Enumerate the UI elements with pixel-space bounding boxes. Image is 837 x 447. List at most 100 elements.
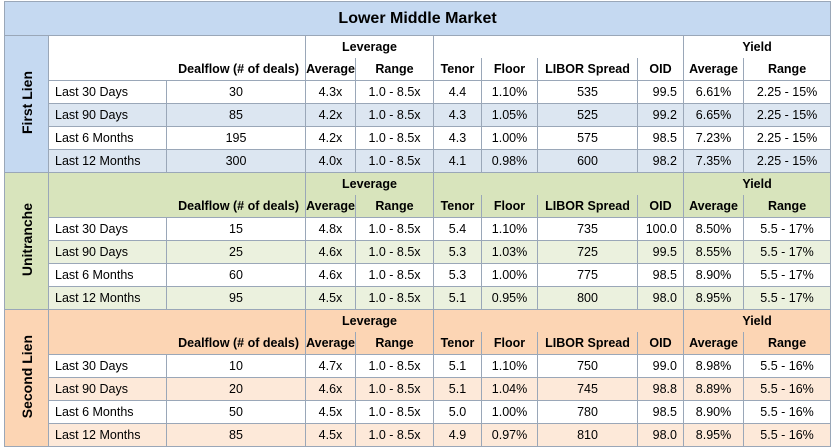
- floor-cell: 1.00%: [481, 263, 538, 287]
- period-cell: Last 12 Months: [48, 149, 167, 173]
- yield-range-header: Range: [742, 194, 832, 218]
- leverage-range-cell: 1.0 - 8.5x: [355, 149, 434, 173]
- yield-range-cell: 2.25 - 15%: [742, 149, 832, 173]
- section-name: First Lien: [18, 70, 35, 134]
- yield-average-cell: 8.90%: [683, 263, 744, 287]
- leverage-range-cell: 1.0 - 8.5x: [355, 423, 434, 447]
- oid-cell: 99.5: [637, 80, 684, 104]
- dealflow-cell: 20: [166, 377, 306, 401]
- floor-cell: 1.00%: [481, 126, 538, 150]
- yield-range-header: Range: [742, 331, 832, 355]
- yield-average-cell: 8.90%: [683, 400, 744, 424]
- leverage-range-header: Range: [355, 57, 434, 81]
- tenor-cell: 5.3: [433, 263, 482, 287]
- first-lien-header-row-top: First Lien Leverage Yield: [4, 35, 832, 173]
- oid-cell: 98.0: [637, 423, 684, 447]
- header-blank: [48, 309, 306, 332]
- period-cell: Last 30 Days: [48, 217, 167, 241]
- tenor-header: Tenor: [433, 57, 482, 81]
- yield-range-header: Range: [742, 57, 832, 81]
- floor-cell: 1.10%: [481, 80, 538, 104]
- oid-cell: 99.2: [637, 103, 684, 127]
- floor-header: Floor: [481, 57, 538, 81]
- second-lien-section-label: Second Lien: [4, 309, 49, 447]
- second-lien-header-row-top: Second Lien Leverage Yield: [4, 309, 832, 447]
- libor-spread-header: LIBOR Spread: [537, 194, 638, 218]
- oid-cell: 100.0: [637, 217, 684, 241]
- oid-header: OID: [637, 57, 684, 81]
- oid-header: OID: [637, 194, 684, 218]
- header-blank: [433, 172, 684, 195]
- leverage-group-header: Leverage: [305, 35, 434, 58]
- leverage-range-header: Range: [355, 194, 434, 218]
- leverage-average-cell: 4.6x: [305, 240, 356, 264]
- yield-average-cell: 8.89%: [683, 377, 744, 401]
- yield-range-cell: 2.25 - 15%: [742, 126, 832, 150]
- libor-spread-cell: 525: [537, 103, 638, 127]
- unitranche-header-row-top: Unitranche Leverage Yield: [4, 172, 832, 310]
- yield-range-cell: 2.25 - 15%: [742, 80, 832, 104]
- floor-cell: 1.10%: [481, 217, 538, 241]
- floor-cell: 0.97%: [481, 423, 538, 447]
- table-row: Last 30 Days 30 4.3x 1.0 - 8.5x 4.4 1.10% 535 9…: [5, 80, 832, 104]
- leverage-average-cell: 4.6x: [305, 263, 356, 287]
- oid-cell: 98.0: [637, 286, 684, 310]
- oid-cell: 98.5: [637, 263, 684, 287]
- period-cell: Last 6 Months: [48, 400, 167, 424]
- leverage-range-cell: 1.0 - 8.5x: [355, 400, 434, 424]
- tenor-cell: 5.0: [433, 400, 482, 424]
- libor-spread-cell: 735: [537, 217, 638, 241]
- table-row: Last 12 Months 300 4.0x 1.0 - 8.5x 4.1 0.98% 6…: [5, 149, 832, 173]
- leverage-average-cell: 4.2x: [305, 103, 356, 127]
- leverage-group-header: Leverage: [305, 172, 434, 195]
- tenor-cell: 4.1: [433, 149, 482, 173]
- tenor-cell: 5.1: [433, 377, 482, 401]
- header-blank: [433, 309, 684, 332]
- yield-average-cell: 6.65%: [683, 103, 744, 127]
- dealflow-cell: 195: [166, 126, 306, 150]
- first-lien-section-label: First Lien: [4, 35, 49, 173]
- period-cell: Last 90 Days: [48, 103, 167, 127]
- yield-average-header: Average: [683, 194, 744, 218]
- leverage-average-cell: 4.0x: [305, 149, 356, 173]
- floor-header: Floor: [481, 331, 538, 355]
- floor-cell: 0.95%: [481, 286, 538, 310]
- floor-cell: 1.04%: [481, 377, 538, 401]
- tenor-cell: 4.4: [433, 80, 482, 104]
- dealflow-cell: 15: [166, 217, 306, 241]
- dealflow-cell: 25: [166, 240, 306, 264]
- leverage-average-cell: 4.5x: [305, 423, 356, 447]
- yield-range-cell: 5.5 - 17%: [742, 286, 832, 310]
- period-cell: Last 90 Days: [48, 240, 167, 264]
- tenor-header: Tenor: [433, 331, 482, 355]
- tenor-cell: 4.9: [433, 423, 482, 447]
- table-row: Last 6 Months 60 4.6x 1.0 - 8.5x 5.3 1.00% 775…: [5, 263, 832, 287]
- period-cell: Last 30 Days: [48, 80, 167, 104]
- leverage-range-cell: 1.0 - 8.5x: [355, 354, 434, 378]
- table-title: Lower Middle Market: [3, 1, 832, 36]
- leverage-average-cell: 4.5x: [305, 400, 356, 424]
- yield-range-cell: 5.5 - 16%: [742, 354, 832, 378]
- table-row: Last 6 Months 50 4.5x 1.0 - 8.5x 5.0 1.00% 780…: [5, 400, 832, 424]
- libor-spread-cell: 780: [537, 400, 638, 424]
- leverage-range-cell: 1.0 - 8.5x: [355, 240, 434, 264]
- leverage-group-header: Leverage: [305, 309, 434, 332]
- yield-range-cell: 5.5 - 17%: [742, 217, 832, 241]
- oid-cell: 99.0: [637, 354, 684, 378]
- leverage-range-cell: 1.0 - 8.5x: [355, 286, 434, 310]
- table-row: Last 30 Days 15 4.8x 1.0 - 8.5x 5.4 1.10% 735 1…: [5, 217, 832, 241]
- table-row: Last 90 Days 85 4.2x 1.0 - 8.5x 4.3 1.05% 525 9…: [5, 103, 832, 127]
- tenor-cell: 4.3: [433, 103, 482, 127]
- yield-average-cell: 8.50%: [683, 217, 744, 241]
- section-name: Second Lien: [18, 334, 35, 419]
- yield-average-header: Average: [683, 57, 744, 81]
- floor-header: Floor: [481, 194, 538, 218]
- libor-spread-cell: 750: [537, 354, 638, 378]
- yield-average-cell: 7.23%: [683, 126, 744, 150]
- oid-cell: 98.2: [637, 149, 684, 173]
- dealflow-header: Dealflow (# of deals): [48, 194, 306, 218]
- period-cell: Last 30 Days: [48, 354, 167, 378]
- leverage-average-header: Average: [305, 194, 356, 218]
- table-row: Last 12 Months 95 4.5x 1.0 - 8.5x 5.1 0.95% 80…: [5, 286, 832, 310]
- leverage-average-cell: 4.7x: [305, 354, 356, 378]
